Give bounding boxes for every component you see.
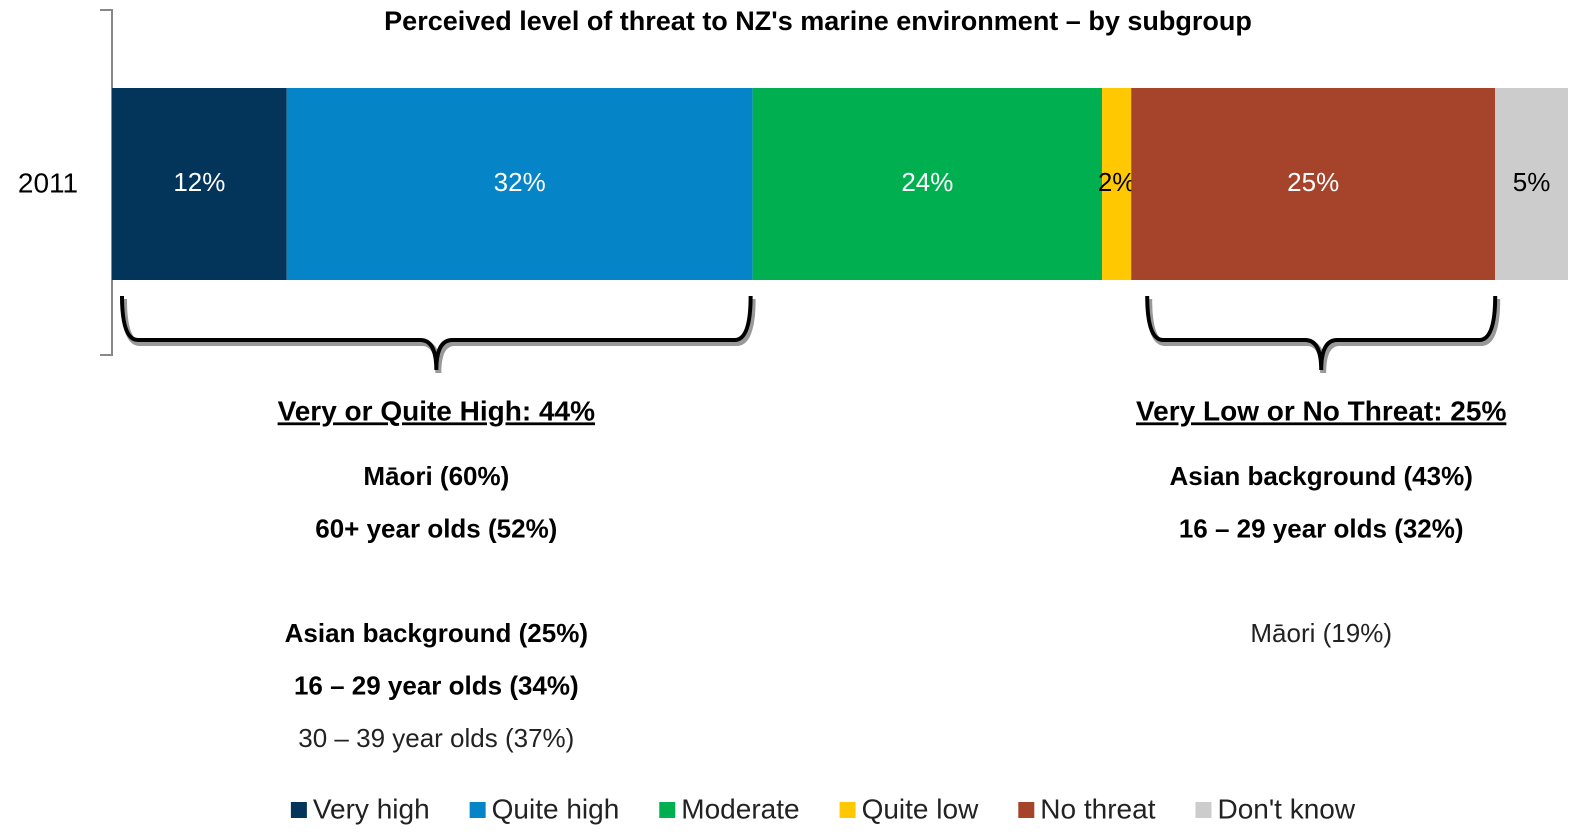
value-label: 5%	[1513, 167, 1551, 197]
chart-title: Perceived level of threat to NZ's marine…	[384, 6, 1252, 36]
legend-label: Moderate	[681, 793, 799, 824]
legend-swatch	[290, 802, 307, 818]
value-label: 24%	[901, 167, 953, 197]
annotation-line: Māori (19%)	[1250, 618, 1392, 648]
annotation-line: 60+ year olds (52%)	[315, 513, 557, 543]
value-label: 12%	[173, 167, 225, 197]
legend-label: Quite high	[492, 793, 620, 824]
legend-label: Don't know	[1217, 793, 1355, 824]
bar-segment	[112, 88, 287, 280]
bar-segment	[1102, 88, 1132, 280]
value-label: 32%	[494, 167, 546, 197]
annotation-line: 16 – 29 year olds (32%)	[1179, 513, 1464, 543]
legend-label: No threat	[1040, 793, 1155, 824]
bar-segment	[286, 88, 753, 280]
annotation-line: Māori (60%)	[363, 461, 509, 491]
legend-swatch	[1018, 802, 1035, 818]
category-label: 2011	[18, 167, 78, 198]
bar-segment	[1495, 88, 1568, 280]
value-label: 25%	[1287, 167, 1339, 197]
bar-segment	[1131, 88, 1496, 280]
brace	[120, 295, 753, 371]
value-label: 2%	[1098, 167, 1136, 197]
annotation-title: Very Low or No Threat: 25%	[1136, 395, 1506, 426]
legend-swatch	[659, 802, 676, 818]
annotation-line: Asian background (25%)	[285, 618, 588, 648]
legend-swatch	[1195, 802, 1212, 818]
annotation-line: 16 – 29 year olds (34%)	[294, 670, 579, 700]
annotation-line: Asian background (43%)	[1169, 461, 1472, 491]
legend-label: Quite low	[862, 793, 979, 824]
axis-line	[100, 9, 113, 356]
annotation-line: 30 – 39 year olds (37%)	[298, 723, 574, 753]
legend-label: Very high	[313, 793, 430, 824]
bar-segment	[752, 88, 1103, 280]
brace	[1145, 295, 1498, 371]
legend-swatch	[469, 802, 486, 818]
annotation-title: Very or Quite High: 44%	[278, 395, 596, 426]
legend-swatch	[839, 802, 856, 818]
